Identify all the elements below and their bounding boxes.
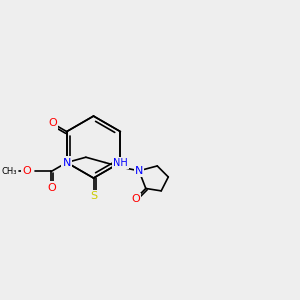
Text: O: O	[131, 194, 140, 204]
Text: O: O	[48, 118, 57, 128]
Text: N: N	[62, 158, 71, 167]
Text: NH: NH	[113, 158, 128, 167]
Text: N: N	[135, 166, 143, 176]
Text: CH₃: CH₃	[2, 167, 17, 176]
Text: O: O	[47, 183, 56, 193]
Text: S: S	[90, 191, 97, 201]
Text: O: O	[22, 167, 31, 176]
